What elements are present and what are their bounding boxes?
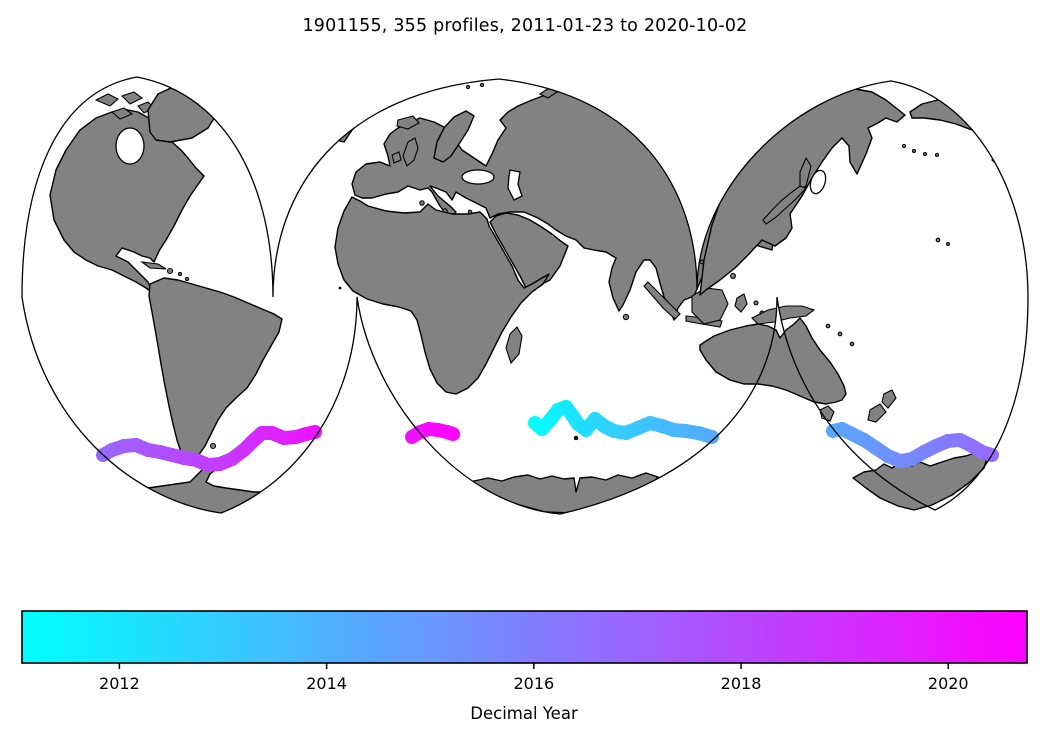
float-trajectory (96, 400, 999, 472)
arctic-islands (94, 91, 155, 120)
south-america (148, 277, 283, 463)
colorbar: 2012 2014 2016 2018 2020 Decimal Year (21, 610, 1028, 723)
trajectory-point (308, 425, 322, 439)
solomon-islands (825, 323, 831, 329)
aleutian-islands (934, 152, 940, 158)
iceland (396, 115, 420, 130)
hudson-bay (115, 127, 145, 165)
fiji (935, 237, 941, 243)
moluccas (753, 300, 759, 306)
svalbard (479, 82, 485, 88)
aleutian-islands (922, 151, 928, 157)
sea-of-okhotsk (809, 169, 827, 195)
sumatra (643, 281, 681, 320)
colorbar-tick-label: 2020 (928, 674, 969, 693)
figure-title: 1901155, 355 profiles, 2011-01-23 to 202… (302, 16, 748, 36)
colorbar-tick-label: 2014 (306, 674, 347, 693)
map-outline (21, 76, 1029, 515)
colorbar-tick-label: 2016 (513, 674, 554, 693)
colorbar-tick-label: 2012 (99, 674, 140, 693)
antilles-island (184, 276, 190, 282)
aleutian-islands (911, 148, 917, 154)
colorbar-ticks: 2012 2014 2016 2018 2020 (99, 663, 969, 693)
sulawesi (734, 293, 748, 313)
new-zealand-south (867, 403, 887, 423)
africa (334, 196, 550, 395)
antarctica-pacific (852, 451, 989, 511)
svalbard (465, 84, 471, 90)
great-britain (402, 137, 419, 167)
sri-lanka (622, 313, 630, 321)
hispaniola (166, 267, 174, 275)
corsica-sardinia (419, 200, 425, 206)
vanuatu (837, 331, 843, 337)
colorbar-gradient (21, 610, 1028, 664)
cuba (140, 261, 167, 270)
scandinavia (433, 110, 475, 163)
caspian-sea (507, 169, 523, 201)
land-layer (49, 79, 1011, 514)
falkland-islands (209, 442, 217, 450)
ireland (391, 151, 402, 164)
new-caledonia (849, 341, 855, 347)
australia (699, 317, 847, 405)
philippines (730, 273, 736, 279)
madagascar (505, 326, 523, 365)
tasmania (819, 405, 835, 422)
aleutian-islands (901, 143, 907, 149)
kerguelen-island (573, 435, 579, 441)
trajectory-point (446, 427, 460, 441)
black-sea (461, 169, 495, 185)
colorbar-axis-label: Decimal Year (470, 704, 578, 723)
arabian-peninsula (489, 212, 569, 289)
cape-verde (338, 286, 342, 290)
new-zealand-north (881, 389, 897, 409)
trajectory-point (705, 430, 719, 444)
antilles-island (177, 271, 183, 277)
pacific-island (945, 241, 951, 247)
land-across-interruptions (573, 317, 989, 511)
japan (762, 185, 807, 225)
colorbar-tick-label: 2018 (721, 674, 762, 693)
